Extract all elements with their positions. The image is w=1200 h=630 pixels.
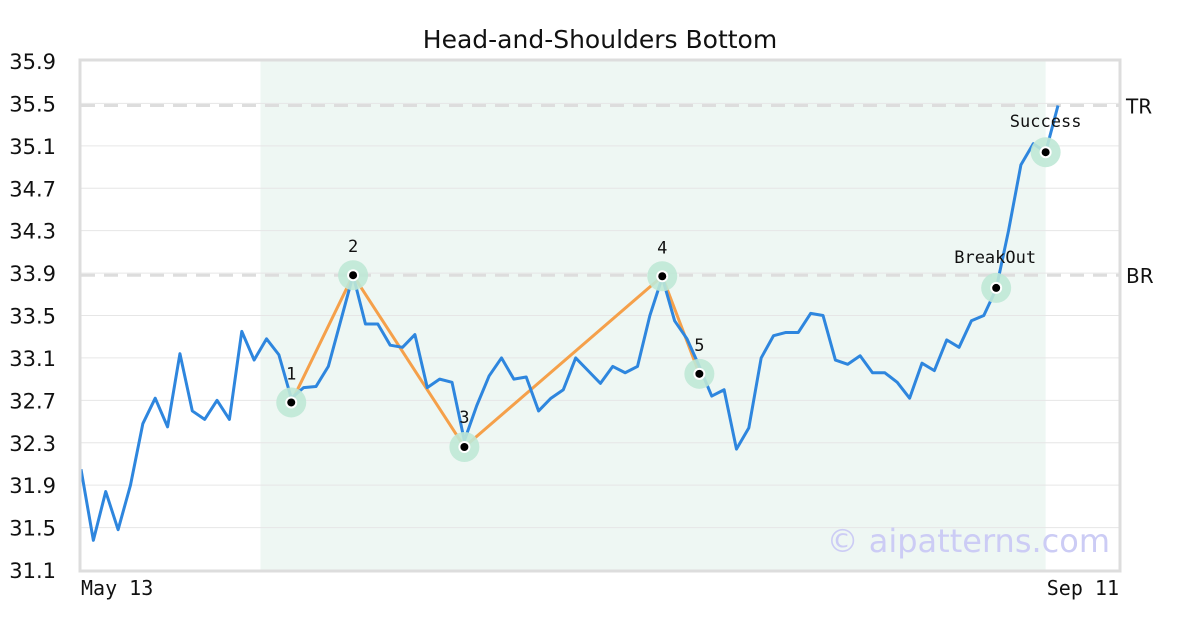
y-tick-label: 32.3 xyxy=(9,432,56,456)
watermark: © aipatterns.com xyxy=(827,522,1110,560)
marker-point xyxy=(287,398,296,407)
marker-point xyxy=(349,271,358,280)
y-tick-label: 33.1 xyxy=(9,347,56,371)
marker-label: 4 xyxy=(657,238,667,258)
x-tick-label: Sep 11 xyxy=(1047,576,1119,600)
y-tick-label: 33.9 xyxy=(9,262,56,286)
y-tick-label: 35.9 xyxy=(9,50,56,74)
marker-label: 2 xyxy=(348,237,358,257)
x-tick-label: May 13 xyxy=(81,576,153,600)
y-axis-ticks: 31.1 31.5 31.9 32.3 32.7 33.1 33.5 33.9 34.3 34.7… xyxy=(9,50,56,583)
marker-point xyxy=(658,272,667,281)
series-line xyxy=(79,105,1060,542)
marker-point xyxy=(992,283,1001,292)
plot-frame xyxy=(78,58,1122,573)
y-tick-label: 35.1 xyxy=(9,135,56,159)
y-tick-label: 31.9 xyxy=(9,474,56,498)
marker-label: Success xyxy=(1010,112,1082,132)
y-tick-label: 32.7 xyxy=(9,389,56,413)
marker-label: 1 xyxy=(286,364,296,384)
level-label-br: BR xyxy=(1126,264,1154,288)
marker-point xyxy=(460,442,469,451)
marker-label: BreakOut xyxy=(954,248,1036,268)
y-tick-label: 34.7 xyxy=(9,177,56,201)
marker-point xyxy=(1041,148,1050,157)
y-tick-label: 31.5 xyxy=(9,517,56,541)
y-tick-label: 31.1 xyxy=(9,559,56,583)
pattern-markers: 1 2 3 4 5 BreakOut Success xyxy=(276,112,1081,462)
marker-point xyxy=(695,369,704,378)
level-lines: TR BR xyxy=(81,95,1154,288)
y-tick-label: 34.3 xyxy=(9,220,56,244)
level-label-tr: TR xyxy=(1125,95,1152,119)
marker-label: 5 xyxy=(694,336,704,356)
x-axis-ticks: May 13 Sep 11 xyxy=(81,576,1119,600)
marker-label: 3 xyxy=(459,408,469,428)
y-tick-label: 33.5 xyxy=(9,305,56,329)
chart-title: Head-and-Shoulders Bottom xyxy=(423,25,777,54)
y-tick-label: 35.5 xyxy=(9,92,56,116)
